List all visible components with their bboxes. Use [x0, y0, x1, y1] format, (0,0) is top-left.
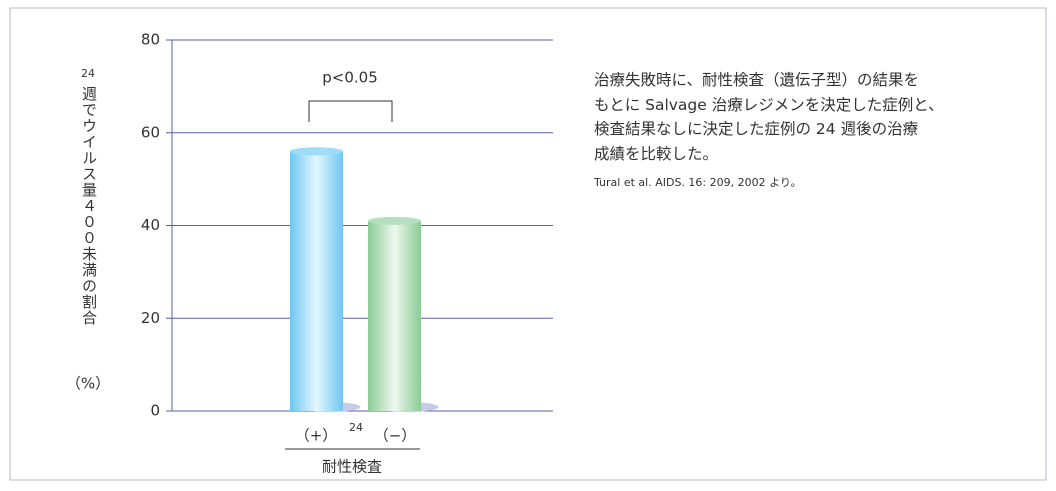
y-label-note: 24 — [81, 67, 95, 80]
y-label-unit: （%） — [66, 375, 110, 393]
panel-border — [9, 7, 1047, 481]
x-tick-label: （+） — [295, 427, 338, 445]
x-tick-label: （−） — [374, 427, 417, 445]
x-label: 耐性検査 — [322, 458, 382, 476]
description-line: もとに Salvage 治療レジメンを決定した症例と、 — [594, 95, 944, 114]
annotation: p<0.05 — [322, 69, 378, 87]
description-line: 成績を比較した。 — [594, 144, 719, 163]
y-tick-label: 80 — [141, 31, 160, 49]
bar-cap — [290, 147, 343, 156]
bracket — [308, 100, 393, 122]
description: 治療失敗時に、耐性検査（遺伝子型）の結果をもとに Salvage 治療レジメンを… — [594, 68, 944, 166]
citation: Tural et al. AIDS. 16: 209, 2002 より。 — [594, 176, 802, 189]
y-tick-label: 0 — [150, 402, 160, 420]
y-tick-label: 40 — [141, 216, 160, 234]
bar — [290, 151, 343, 412]
y-tick-label: 20 — [141, 309, 160, 327]
y-label: 週でウイルス量４００未満の割合 — [80, 86, 98, 326]
description-line: 治療失敗時に、耐性検査（遺伝子型）の結果を — [594, 71, 920, 89]
bar — [368, 220, 421, 411]
x-note: 24 — [349, 421, 363, 434]
description-line: 検査結果なしに決定した症例の 24 週後の治療 — [594, 120, 919, 138]
y-tick-label: 60 — [141, 123, 160, 141]
bar-cap — [368, 216, 421, 225]
